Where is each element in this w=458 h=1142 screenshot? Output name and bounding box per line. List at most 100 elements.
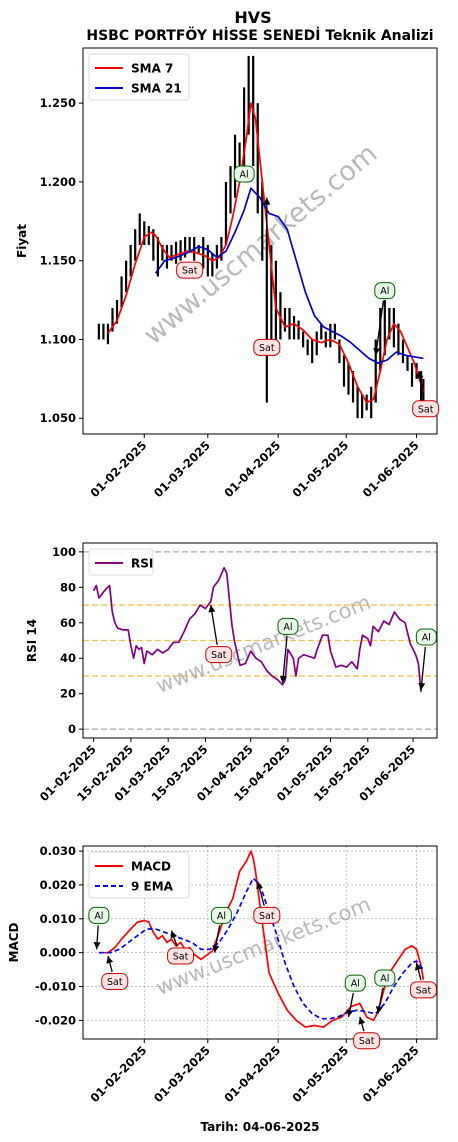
buy-signal-badge — [277, 617, 299, 635]
macd-panel: www.uscmarkets.com-0.020-0.0100.0000.010… — [7, 844, 438, 1105]
legend-label: SMA 21 — [131, 82, 182, 96]
sell-signal-badge — [205, 646, 233, 664]
signal-label: Al — [240, 170, 249, 181]
axes-frame — [82, 542, 438, 739]
y-axis-label: MACD — [7, 922, 21, 962]
sell-signal-badge — [176, 261, 204, 279]
y-tick-label: 0.030 — [40, 844, 76, 858]
signal-label: Sat — [211, 650, 227, 661]
legend: RSI — [88, 548, 154, 576]
annotation-arrowhead — [256, 881, 263, 890]
annotation-arrowhead — [170, 930, 178, 939]
sell-signal-badge — [167, 947, 195, 965]
buy-signal-badge — [415, 628, 437, 646]
signal-label: Sat — [107, 977, 123, 988]
annotation-arrow — [281, 636, 288, 684]
legend: MACD 9 EMA — [88, 851, 190, 899]
signal-label: Sat — [182, 266, 198, 277]
annotation-arrow — [375, 300, 385, 356]
y-tick-label: 1.100 — [40, 332, 76, 346]
y-tick-label: 1.250 — [40, 96, 76, 110]
annotation-arrowhead — [93, 942, 101, 950]
signal-label: Al — [351, 979, 360, 990]
x-tick-label: 01-06-2025 — [360, 438, 422, 500]
annotation-arrowhead — [106, 956, 114, 964]
x-tick-label: 01-05-2025 — [289, 1043, 351, 1105]
y-tick-label: 1.200 — [40, 175, 76, 189]
annotation-arrowhead — [373, 347, 381, 356]
signal-label: Sat — [418, 404, 434, 415]
price-panel: www.uscmarkets.com1.0501.1001.1501.2001.… — [15, 47, 440, 500]
y-tick-label: 1.150 — [40, 254, 76, 268]
figure-subtitle: HSBC PORTFÖY HİSSE SENEDİ Teknik Analizi — [86, 26, 433, 44]
buy-signal-badge — [374, 969, 396, 987]
annotation-arrowhead — [212, 945, 220, 953]
signal-label: Al — [283, 622, 292, 633]
buy-signal-badge — [374, 282, 396, 300]
annotation-arrowhead — [416, 370, 424, 379]
annotation-arrowhead — [279, 675, 287, 684]
x-tick-label: 01-03-2025 — [151, 1043, 213, 1105]
x-tick-label: 01-02-2025 — [87, 1043, 149, 1105]
signal-label: Al — [217, 911, 226, 922]
y-tick-label: 1.050 — [40, 411, 76, 425]
figure-footer: Tarih: 04-06-2025 — [200, 1120, 319, 1134]
signal-label: Al — [422, 632, 431, 643]
y-tick-label: 20 — [60, 687, 76, 701]
buy-signal-badge — [344, 974, 366, 992]
y-tick-label: 40 — [60, 651, 76, 665]
sell-signal-badge — [409, 981, 437, 999]
x-tick-label: 01-04-2025 — [221, 1043, 283, 1105]
series-line-sma-7 — [107, 102, 425, 404]
y-axis-label: RSI 14 — [25, 619, 39, 662]
x-tick-label: 01-06-2025 — [360, 1043, 422, 1105]
sell-signal-badge — [101, 972, 129, 990]
signal-label: Sat — [259, 343, 275, 354]
annotation-arrowhead — [418, 682, 426, 691]
legend-label: SMA 7 — [131, 62, 173, 76]
annotation-arrowhead — [263, 197, 271, 205]
series-line-macd — [98, 850, 425, 1028]
signal-label: Al — [94, 911, 103, 922]
signal-label: Sat — [359, 1036, 375, 1047]
x-tick-label: 01-03-2025 — [151, 438, 213, 500]
legend-label: RSI — [131, 557, 153, 571]
legend-label: MACD — [131, 860, 171, 874]
axes-frame — [82, 845, 438, 1040]
sell-signal-badge — [253, 338, 281, 356]
annotation-arrowhead — [414, 962, 422, 971]
y-tick-label: 0.010 — [40, 912, 76, 926]
sell-signal-badge — [412, 400, 440, 418]
series-line-rsi — [92, 566, 422, 692]
y-tick-label: -0.010 — [35, 980, 76, 994]
legend-label: 9 EMA — [131, 880, 174, 894]
axes-frame — [82, 47, 438, 435]
y-tick-label: 0 — [68, 722, 76, 736]
signal-label: Al — [380, 974, 389, 985]
annotation-arrowhead — [358, 1016, 366, 1025]
y-tick-label: -0.020 — [35, 1013, 76, 1027]
figure-title: HVS — [234, 8, 271, 27]
annotation-arrowhead — [346, 1009, 354, 1017]
legend: SMA 7 SMA 21 — [88, 53, 190, 101]
rsi-panel: www.uscmarkets.com02040608010001-02-2025… — [25, 542, 438, 804]
x-tick-label: 01-05-2025 — [289, 438, 351, 500]
x-tick-label: 01-02-2025 — [87, 438, 149, 500]
signal-label: Al — [380, 286, 389, 297]
sell-signal-badge — [253, 906, 281, 924]
buy-signal-badge — [210, 906, 232, 924]
x-tick-label: 01-04-2025 — [221, 438, 283, 500]
y-tick-label: 0.000 — [40, 946, 76, 960]
y-tick-label: 60 — [60, 616, 76, 630]
y-tick-label: 80 — [60, 580, 76, 594]
y-tick-label: 100 — [52, 545, 76, 559]
series-line-sma-21 — [154, 187, 424, 364]
plot-area — [98, 850, 425, 1028]
signal-label: Sat — [259, 911, 275, 922]
y-axis-label: Fiyat — [15, 224, 29, 258]
sell-signal-badge — [353, 1032, 381, 1050]
signal-label: Sat — [416, 985, 432, 996]
buy-signal-badge — [233, 165, 255, 183]
